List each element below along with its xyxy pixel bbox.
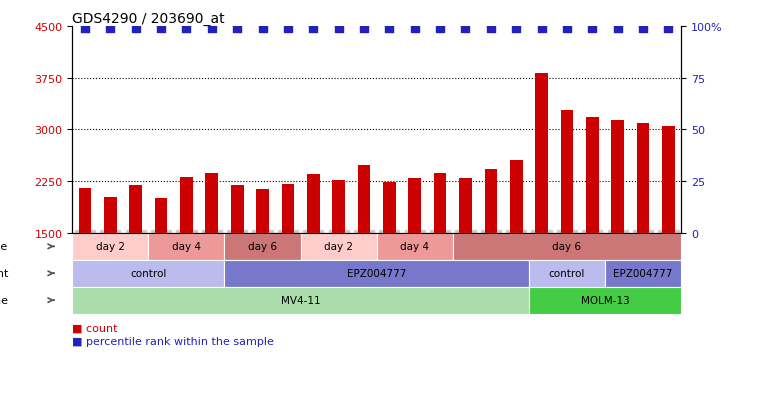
Text: ■ count: ■ count [72, 323, 118, 333]
Bar [154, 199, 167, 337]
Bar [383, 183, 396, 337]
Point [180, 26, 193, 32]
Bar [605, 260, 681, 287]
Bar [662, 127, 675, 337]
Point [612, 26, 624, 32]
Point [307, 26, 320, 32]
Text: control: control [130, 268, 167, 279]
Bar [301, 233, 377, 260]
Point [384, 26, 396, 32]
Text: EPZ004777: EPZ004777 [613, 268, 673, 279]
Text: agent: agent [0, 268, 8, 279]
Text: day 4: day 4 [172, 242, 201, 252]
Text: GDS4290 / 203690_at: GDS4290 / 203690_at [72, 12, 225, 26]
Text: EPZ004777: EPZ004777 [347, 268, 406, 279]
Bar [205, 173, 218, 337]
Point [129, 26, 142, 32]
Bar [282, 185, 295, 337]
Text: cell line: cell line [0, 295, 8, 306]
Bar [148, 233, 224, 260]
Text: time: time [0, 242, 8, 252]
Text: control: control [549, 268, 585, 279]
Bar [72, 260, 224, 287]
Bar [535, 74, 548, 337]
Bar [586, 118, 599, 337]
Bar [529, 260, 605, 287]
Bar [224, 233, 301, 260]
Bar [611, 121, 624, 337]
Point [536, 26, 548, 32]
Bar [377, 233, 453, 260]
Text: day 2: day 2 [324, 242, 353, 252]
Point [510, 26, 522, 32]
Bar [307, 174, 320, 337]
Point [333, 26, 345, 32]
Point [434, 26, 446, 32]
Bar [453, 233, 681, 260]
Bar [72, 233, 148, 260]
Point [282, 26, 294, 32]
Bar [561, 111, 573, 337]
Text: day 6: day 6 [552, 242, 581, 252]
Bar [256, 190, 269, 337]
Point [256, 26, 269, 32]
Bar [72, 287, 529, 314]
Bar [459, 179, 472, 337]
Bar [333, 181, 345, 337]
Point [358, 26, 370, 32]
Bar [231, 186, 244, 337]
Point [561, 26, 573, 32]
Bar [409, 179, 421, 337]
Point [485, 26, 497, 32]
Text: MOLM-13: MOLM-13 [581, 295, 629, 306]
Point [662, 26, 674, 32]
Bar [224, 260, 529, 287]
Point [409, 26, 421, 32]
Bar [358, 165, 371, 337]
Bar [104, 197, 116, 337]
Text: MV4-11: MV4-11 [281, 295, 320, 306]
Point [104, 26, 116, 32]
Bar [180, 178, 193, 337]
Point [231, 26, 244, 32]
Text: ■ percentile rank within the sample: ■ percentile rank within the sample [72, 336, 274, 346]
Bar [78, 189, 91, 337]
Point [205, 26, 218, 32]
Bar [434, 173, 447, 337]
Bar [510, 160, 523, 337]
Point [155, 26, 167, 32]
Text: day 4: day 4 [400, 242, 429, 252]
Bar [129, 185, 142, 337]
Text: day 2: day 2 [96, 242, 125, 252]
Bar [485, 169, 497, 337]
Bar [529, 287, 681, 314]
Point [460, 26, 472, 32]
Bar [637, 124, 649, 337]
Text: day 6: day 6 [248, 242, 277, 252]
Point [586, 26, 598, 32]
Point [79, 26, 91, 32]
Point [637, 26, 649, 32]
